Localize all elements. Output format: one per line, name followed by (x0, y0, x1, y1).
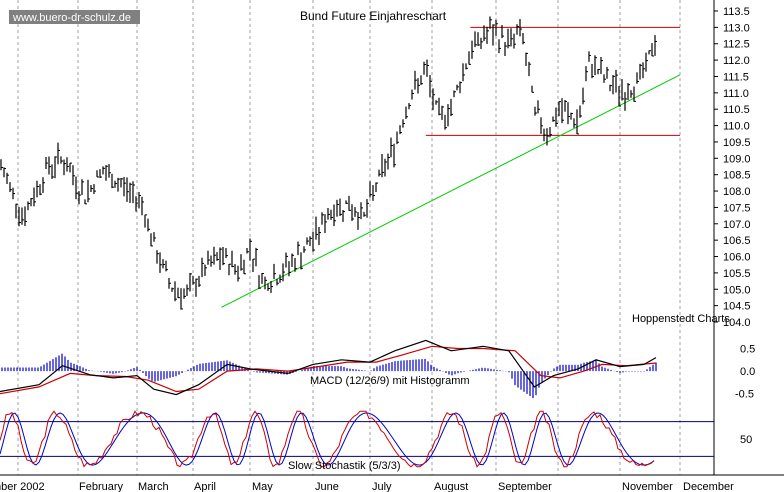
month-label: December (683, 481, 734, 492)
month-label: April (194, 481, 216, 492)
price-tick-label: 106.0 (723, 252, 751, 264)
price-tick-label: 111.0 (723, 88, 749, 100)
price-tick-label: 105.5 (723, 268, 751, 280)
macd-label: MACD (12/26/9) mit Histogramm (310, 375, 470, 387)
uptrend-line (221, 74, 681, 308)
month-label: June (315, 481, 339, 492)
provider-label: Hoppenstedt Charts (632, 313, 730, 325)
price-tick-label: 107.5 (723, 202, 751, 214)
price-tick-label: 110.0 (723, 121, 750, 133)
macd-tick-label: 0.5 (740, 344, 755, 356)
month-label: July (372, 481, 392, 492)
price-tick-label: 110.5 (723, 104, 750, 116)
price-tick-label: 109.0 (723, 153, 751, 165)
price-tick-label: 104.5 (723, 301, 751, 313)
month-label: September (498, 481, 552, 492)
grid-lines (0, 0, 784, 476)
month-label: March (138, 481, 169, 492)
stoch-k-line (0, 410, 655, 468)
price-bars (0, 16, 657, 310)
price-guide-lines (221, 26, 681, 308)
month-label: August (434, 481, 468, 492)
price-tick-label: 113.0 (723, 22, 750, 34)
macd-y-axis: 0.5 0.0 -0.5 (735, 344, 755, 401)
price-tick-label: 108.5 (723, 170, 751, 182)
stoch-d-line (0, 412, 655, 466)
price-tick-label: 112.5 (723, 39, 750, 51)
x-axis-months: mber 2002 February March April May June July Au… (0, 481, 734, 492)
price-tick-label: 105.0 (723, 284, 751, 296)
price-tick-label: 106.5 (723, 235, 751, 247)
price-y-axis: 113.5 113.0 112.5 112.0 111.5 111.0 110.5 110.0… (714, 6, 751, 329)
stoch-label: Slow Stochastik (5/3/3) (288, 460, 401, 472)
month-label: mber 2002 (0, 481, 45, 492)
source-label-bg (9, 10, 140, 24)
month-label: May (252, 481, 273, 492)
chart-title: Bund Future Einjahreschart (300, 9, 447, 23)
price-tick-label: 107.0 (723, 219, 751, 231)
macd-tick-label: -0.5 (735, 389, 754, 401)
month-label: February (79, 481, 124, 492)
stoch-tick-label: 50 (740, 434, 752, 446)
price-tick-label: 111.5 (723, 71, 749, 83)
price-tick-label: 113.5 (723, 6, 750, 18)
macd-tick-label: 0.0 (740, 366, 755, 378)
macd-panel (0, 339, 657, 399)
stochastic-panel (0, 410, 714, 468)
stoch-y-axis: 50 (740, 434, 752, 446)
price-tick-label: 108.0 (723, 186, 751, 198)
price-tick-label: 104.0 (723, 317, 751, 329)
price-tick-label: 109.5 (723, 137, 751, 149)
source-label: www.buero-dr-schulz.de (12, 12, 131, 24)
price-tick-label: 112.0 (723, 55, 750, 67)
month-label: November (622, 481, 673, 492)
macd-line (0, 339, 657, 396)
